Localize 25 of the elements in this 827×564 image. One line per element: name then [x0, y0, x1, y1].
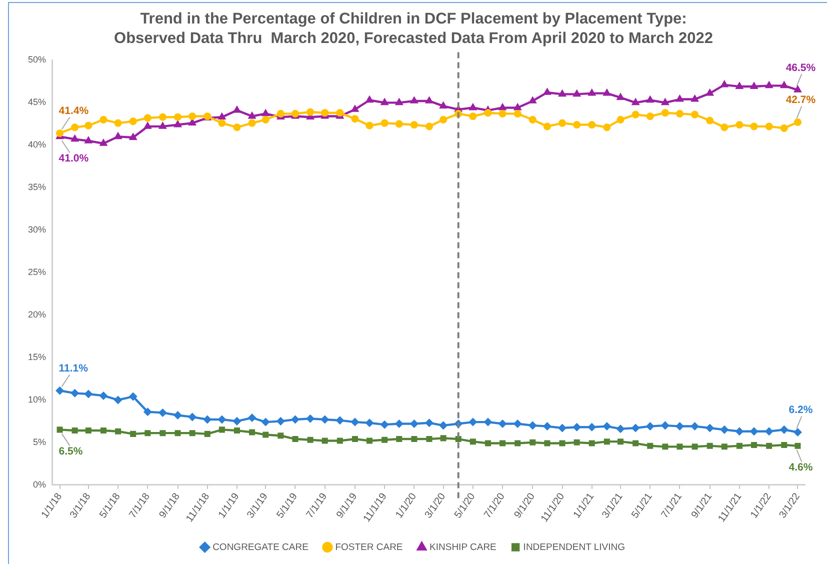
legend-label: FOSTER CARE: [335, 542, 403, 553]
data-label: 4.6%: [788, 462, 814, 474]
legend-label: INDEPENDENT LIVING: [523, 542, 626, 553]
data-label: 11.1%: [58, 362, 89, 375]
y-tick-label: 35%: [28, 182, 46, 192]
data-label: 6.5%: [58, 446, 84, 458]
chart-title: Trend in the Percentage of Children in DCF Placement by Placement Type:: [140, 10, 687, 28]
y-tick-label: 5%: [33, 436, 46, 447]
y-tick-label: 10%: [28, 394, 46, 404]
legend-label: KINSHIP CARE: [430, 542, 496, 553]
data-label: 41.0%: [58, 152, 90, 165]
y-tick-label: 30%: [28, 224, 46, 235]
data-label: 41.4%: [58, 105, 90, 118]
y-tick-label: 25%: [28, 267, 46, 278]
y-tick-label: 0%: [33, 479, 46, 490]
y-tick-label: 15%: [28, 352, 46, 362]
data-label: 6.2%: [788, 404, 814, 416]
legend-label: CONGREGATE CARE: [212, 542, 308, 553]
data-label: 42.7%: [786, 94, 816, 106]
y-tick-label: 20%: [28, 310, 46, 320]
y-tick-label: 45%: [28, 97, 46, 108]
data-label: 46.5%: [786, 62, 816, 74]
y-tick-label: 40%: [28, 140, 46, 150]
y-tick-label: 50%: [28, 54, 46, 65]
chart-subtitle: Observed Data Thru March 2020, Forecasted Data From April 2020 to March 2022: [114, 30, 713, 48]
